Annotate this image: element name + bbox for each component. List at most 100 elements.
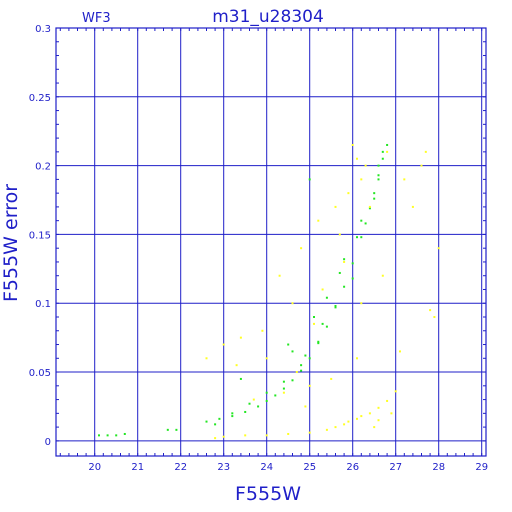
yellow-point (265, 357, 268, 360)
green-point (373, 197, 376, 200)
green-point (257, 405, 260, 408)
green-point (325, 325, 328, 328)
x-tick-label: 29 (475, 462, 488, 473)
green-point (205, 420, 208, 423)
yellow-point (287, 432, 290, 435)
tick-labels: 20 21 22 23 24 25 26 27 28 29 0 0.05 0.1 0.15 0.2 0.25 0… (29, 24, 488, 473)
yellow-point (282, 391, 285, 394)
green-point (368, 207, 371, 210)
yellow-point (377, 406, 380, 409)
y-axis-title: F555W error (0, 184, 22, 302)
yellow-point (377, 419, 380, 422)
green-point (239, 377, 242, 380)
x-tick-label: 20 (88, 462, 101, 473)
yellow-point (368, 412, 371, 415)
yellow-point (244, 434, 247, 437)
green-point (364, 222, 367, 225)
green-point (248, 402, 251, 405)
yellow-point (304, 405, 307, 408)
yellow-point (424, 150, 427, 153)
y-tick-label: 0.05 (29, 368, 51, 379)
green-point (313, 316, 315, 319)
yellow-point (386, 399, 389, 402)
green-point (325, 296, 328, 299)
x-axis-title: F555W (235, 483, 301, 505)
yellow-point (338, 233, 341, 236)
x-tick-label: 26 (346, 462, 359, 473)
green-point (351, 262, 354, 265)
yellow-point (368, 205, 371, 208)
green-point (360, 236, 363, 239)
green-point (317, 342, 320, 345)
yellow-point (394, 390, 397, 393)
x-tick-label: 21 (131, 462, 144, 473)
green-point (106, 434, 109, 437)
yellow-point (308, 384, 311, 387)
yellow-point (265, 434, 268, 437)
green-point (308, 178, 311, 181)
yellow-point (313, 322, 315, 325)
x-tick-label: 27 (389, 462, 402, 473)
yellow-point (308, 431, 311, 434)
chart-title: m31_u28304 (212, 7, 324, 27)
green-point (373, 192, 376, 195)
yellow-point (356, 157, 358, 160)
y-tick-label: 0.3 (35, 24, 51, 35)
yellow-point (334, 205, 337, 208)
green-point (218, 417, 221, 420)
green-point (265, 391, 268, 394)
green-point (274, 394, 277, 397)
y-tick-label: 0 (45, 437, 51, 448)
yellow-point (239, 336, 242, 339)
yellow-point (347, 420, 350, 423)
yellow-point (330, 377, 333, 380)
yellow-point (252, 398, 255, 401)
yellow-point (437, 247, 440, 250)
yellow-point (381, 274, 384, 277)
green-point (317, 340, 320, 343)
yellow-point (399, 350, 401, 353)
yellow-point (235, 364, 238, 367)
yellow-point (325, 428, 328, 431)
yellow-point (278, 274, 281, 277)
yellow-point (360, 302, 363, 305)
green-point (291, 379, 294, 382)
yellow-point (351, 143, 354, 146)
green-point (386, 143, 389, 146)
green-point (98, 434, 100, 437)
green-point (377, 174, 380, 177)
yellow-point (343, 260, 346, 263)
yellow-point (390, 412, 393, 415)
yellow-point (347, 192, 350, 195)
yellow-point (360, 178, 363, 181)
yellow-point (364, 164, 367, 167)
data-points (98, 143, 440, 440)
green-point (300, 369, 303, 372)
green-point (282, 380, 285, 383)
x-tick-label: 28 (432, 462, 445, 473)
green-point (351, 277, 354, 280)
yellow-point (261, 329, 264, 332)
yellow-point (360, 415, 363, 418)
green-point (244, 410, 247, 413)
x-tick-label: 23 (217, 462, 230, 473)
green-point (360, 219, 363, 222)
green-point (377, 178, 380, 181)
y-tick-label: 0.1 (35, 299, 51, 310)
yellow-point (420, 164, 423, 167)
yellow-point (429, 309, 432, 312)
green-point (115, 434, 118, 437)
green-point (308, 357, 311, 360)
y-tick-label: 0.2 (35, 162, 51, 173)
yellow-point (356, 417, 358, 420)
yellow-point (343, 423, 346, 426)
green-point (166, 428, 169, 431)
x-tick-label: 24 (260, 462, 273, 473)
green-point (321, 322, 324, 325)
yellow-point (373, 426, 376, 429)
green-point (304, 354, 307, 357)
green-point (343, 258, 346, 261)
green-point (377, 164, 380, 167)
